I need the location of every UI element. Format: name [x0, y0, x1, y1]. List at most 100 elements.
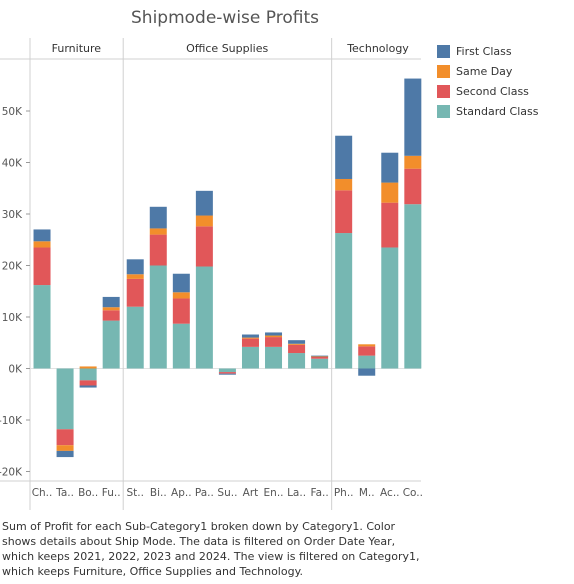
bar-segment-standard-class	[149, 265, 167, 369]
bar-segment-second-class	[335, 190, 353, 234]
y-tick-label: -10K	[0, 415, 23, 427]
bar-segment-first-class	[126, 259, 144, 275]
y-tick-label: 40K	[2, 158, 23, 170]
bar-segment-second-class	[33, 247, 51, 286]
x-tick-label: Ch..	[32, 487, 53, 499]
bar-segment-second-class	[404, 168, 422, 205]
bar-segment-second-class	[126, 278, 144, 307]
bar-segment-first-class	[265, 332, 283, 336]
x-tick-label: Ac..	[380, 487, 399, 499]
bar-segment-second-class	[218, 372, 236, 374]
bar-segment-standard-class	[56, 368, 74, 430]
bar-segment-standard-class	[288, 353, 306, 369]
bar-segment-same-day	[195, 215, 213, 227]
bar-segment-standard-class	[79, 368, 97, 381]
stacked-bar-chart: Furniture Office Supplies Technology -20K -1…	[0, 38, 423, 510]
y-tick-label: 30K	[2, 209, 23, 221]
x-tick-label: M..	[359, 487, 375, 499]
x-tick-label: Fu..	[102, 487, 121, 499]
y-tick-label: 50K	[2, 106, 23, 118]
bar-segment-standard-class	[265, 346, 283, 369]
bar-segment-same-day	[56, 445, 74, 451]
bar-segment-first-class	[335, 135, 353, 179]
bar-segment-standard-class	[218, 368, 236, 373]
x-tick-label: Su..	[217, 487, 237, 499]
x-tick-label: Ap..	[171, 487, 192, 499]
legend-item-first-class[interactable]: First Class	[437, 41, 538, 61]
legend-label: First Class	[456, 44, 512, 58]
bar-segment-second-class	[311, 356, 329, 359]
bar-segment-first-class	[79, 385, 97, 388]
bar-segment-second-class	[149, 234, 167, 266]
x-tick-label: Bi..	[150, 487, 167, 499]
chart-caption: Sum of Profit for each Sub-Category1 bro…	[2, 520, 420, 578]
bar-segment-second-class	[195, 226, 213, 267]
bar-segment-same-day	[149, 228, 167, 235]
bar-segment-standard-class	[172, 323, 190, 369]
bar-segment-second-class	[358, 346, 376, 356]
bar-segment-first-class	[404, 78, 422, 156]
bar-segment-same-day	[381, 182, 399, 203]
legend-swatch	[437, 44, 450, 58]
bar-segment-standard-class	[241, 346, 259, 369]
bar-segment-same-day	[102, 307, 120, 311]
x-tick-label: Bo..	[78, 487, 98, 499]
legend: First Class Same Day Second Class Standard …	[437, 41, 538, 121]
bar-segment-standard-class	[33, 285, 51, 369]
bar-segment-standard-class	[102, 320, 120, 369]
group-header-technology: Technology	[346, 42, 409, 55]
bar-segment-first-class	[33, 229, 51, 242]
bar-segment-same-day	[404, 155, 422, 169]
bar-segment-same-day	[265, 335, 283, 338]
bar-segment-same-day	[33, 241, 51, 248]
bar-segment-standard-class	[335, 233, 353, 369]
x-tick-label: En..	[264, 487, 284, 499]
legend-item-second-class[interactable]: Second Class	[437, 81, 538, 101]
bar-segment-second-class	[265, 337, 283, 347]
legend-swatch	[437, 84, 450, 98]
bar-segment-first-class	[381, 152, 399, 183]
x-tick-label: St..	[126, 487, 143, 499]
x-tick-label: Ph..	[334, 487, 354, 499]
bar-segment-standard-class	[311, 358, 329, 369]
bar-segment-first-class	[358, 368, 376, 376]
x-tick-label: Pa..	[195, 487, 214, 499]
bar-segment-same-day	[311, 356, 329, 357]
bar-segment-second-class	[56, 429, 74, 446]
bar-segment-second-class	[102, 310, 120, 321]
bar-segment-first-class	[102, 296, 120, 308]
legend-label: Standard Class	[456, 104, 539, 118]
legend-item-same-day[interactable]: Same Day	[437, 61, 538, 81]
group-header-office-supplies: Office Supplies	[186, 42, 268, 55]
bar-segment-first-class	[56, 450, 74, 458]
bar-segment-second-class	[288, 344, 306, 354]
x-tick-label: Fa..	[311, 487, 329, 499]
bar-segment-second-class	[172, 298, 190, 324]
bar-segment-first-class	[218, 373, 236, 375]
bar-segment-same-day	[172, 292, 190, 299]
group-header-furniture: Furniture	[52, 42, 102, 55]
bar-segment-standard-class	[404, 204, 422, 369]
y-tick-label: 0K	[8, 364, 23, 376]
bar-segment-same-day	[358, 344, 376, 347]
bar-segment-first-class	[241, 334, 259, 338]
legend-label: Second Class	[456, 84, 529, 98]
legend-swatch	[437, 104, 450, 118]
bar-segment-first-class	[288, 340, 306, 344]
bar-segment-same-day	[288, 343, 306, 345]
chart-title: Shipmode-wise Profits	[131, 8, 319, 28]
bar-segment-standard-class	[195, 266, 213, 369]
bar-segment-first-class	[311, 355, 329, 357]
legend-item-standard-class[interactable]: Standard Class	[437, 101, 538, 121]
bar-segment-same-day	[79, 366, 97, 369]
x-tick-label: Co..	[403, 487, 423, 499]
x-tick-label: Art	[243, 487, 259, 499]
bar-segment-standard-class	[126, 306, 144, 369]
bar-segment-standard-class	[381, 247, 399, 369]
legend-swatch	[437, 64, 450, 78]
x-tick-label: Ta..	[55, 487, 74, 499]
legend-label: Same Day	[456, 64, 513, 78]
y-tick-label: 10K	[2, 312, 23, 324]
y-tick-label: -20K	[0, 467, 23, 479]
bar-segment-second-class	[241, 338, 259, 347]
